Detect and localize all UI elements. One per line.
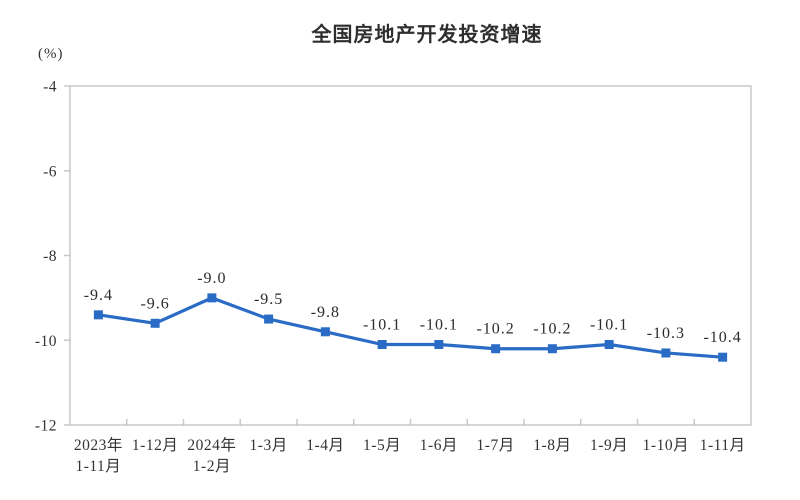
x-category-label: 1-10月: [643, 437, 689, 454]
x-category-label: 1-7月: [477, 437, 515, 454]
data-point-marker: [491, 344, 501, 354]
data-point-marker: [434, 339, 444, 349]
x-category-label: 1-4月: [306, 437, 344, 454]
data-point-label: -10.2: [533, 321, 571, 338]
data-point-label: -9.5: [254, 291, 283, 308]
x-category-label: 2023年 1-11月: [74, 436, 123, 475]
data-point-marker: [93, 310, 103, 320]
y-tick-label: -4: [43, 79, 57, 96]
data-point-marker: [661, 348, 671, 358]
data-point-label: -10.2: [476, 321, 514, 338]
data-point-label: -10.3: [647, 325, 685, 342]
x-category-label: 1-5月: [363, 437, 401, 454]
data-point-label: -10.1: [363, 316, 401, 333]
data-point-marker: [207, 293, 217, 303]
chart-title: 全国房地产开发投资增速: [311, 24, 543, 46]
data-point-label: -9.8: [311, 304, 340, 321]
data-point-marker: [718, 352, 728, 362]
y-tick-label: -6: [43, 163, 57, 180]
x-category-label: 1-9月: [590, 437, 628, 454]
data-point-marker: [377, 339, 387, 349]
trend-line: [96, 296, 725, 359]
y-axis-unit-label: (%): [38, 46, 64, 62]
data-point-marker: [320, 327, 330, 337]
data-point-marker: [264, 314, 274, 324]
data-point-label: -9.0: [197, 270, 226, 287]
x-category-label: 1-11月: [700, 437, 746, 454]
plot-border: [69, 85, 752, 426]
x-category-label: 1-3月: [250, 437, 288, 454]
x-category-label: 2024年 1-2月: [187, 436, 236, 475]
y-tick-label: -8: [43, 248, 57, 265]
x-category-label: 1-6月: [420, 437, 458, 454]
data-point-label: -10.1: [590, 316, 628, 333]
data-point-label: -9.6: [140, 295, 169, 312]
data-point-marker: [547, 344, 557, 354]
data-point-label: -10.4: [703, 329, 741, 346]
data-point-marker: [604, 339, 614, 349]
x-category-label: 1-8月: [533, 437, 571, 454]
data-point-label: -9.4: [84, 287, 113, 304]
data-point-marker: [150, 318, 160, 328]
y-tick-label: -12: [35, 418, 57, 435]
y-tick-label: -10: [35, 333, 57, 350]
data-point-label: -10.1: [420, 316, 458, 333]
x-category-label: 1-12月: [132, 437, 178, 454]
